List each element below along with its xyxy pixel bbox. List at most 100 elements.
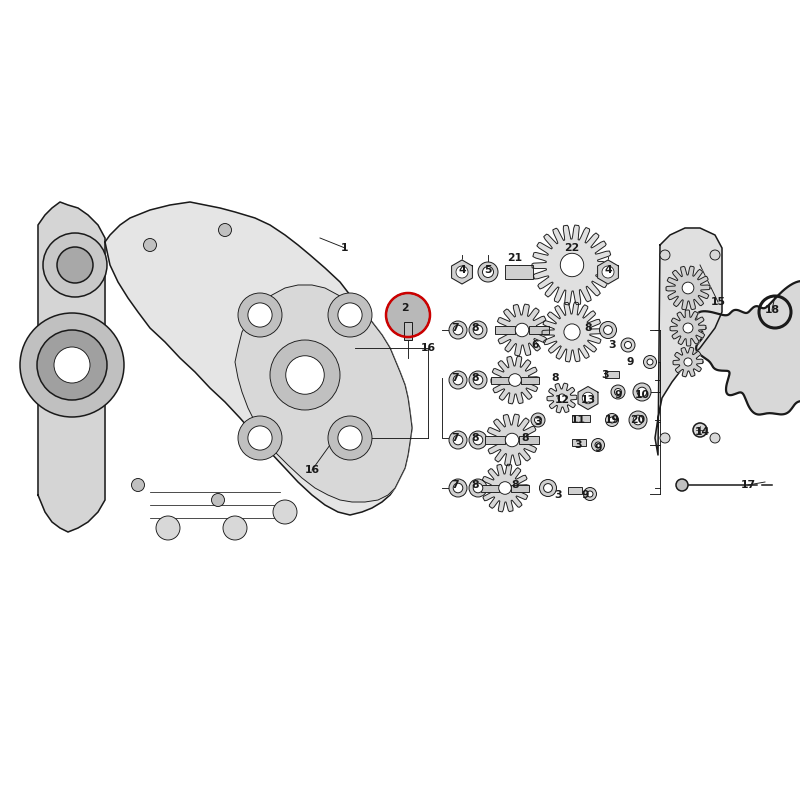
Text: 15: 15 — [710, 297, 726, 307]
Bar — [486, 436, 506, 444]
Circle shape — [611, 385, 625, 399]
Circle shape — [469, 371, 487, 389]
Text: 8: 8 — [471, 373, 478, 383]
Text: 21: 21 — [507, 253, 522, 263]
Circle shape — [218, 223, 231, 237]
Circle shape — [595, 442, 601, 448]
Text: 8: 8 — [471, 323, 478, 333]
Polygon shape — [486, 414, 538, 466]
Text: 1: 1 — [342, 243, 349, 253]
Circle shape — [509, 374, 522, 386]
Text: 16: 16 — [305, 465, 319, 475]
Circle shape — [478, 262, 498, 282]
Circle shape — [338, 303, 362, 327]
Polygon shape — [491, 356, 539, 404]
Circle shape — [143, 238, 157, 251]
Circle shape — [682, 282, 694, 294]
Circle shape — [609, 417, 615, 423]
Circle shape — [270, 340, 340, 410]
Text: 16: 16 — [421, 343, 435, 353]
Text: 8: 8 — [584, 323, 592, 333]
Circle shape — [474, 375, 483, 385]
Text: 7: 7 — [451, 480, 459, 490]
Text: 3: 3 — [608, 340, 616, 350]
Bar — [511, 485, 530, 491]
Text: 7: 7 — [451, 433, 459, 443]
Bar — [490, 377, 509, 383]
Circle shape — [238, 416, 282, 460]
Circle shape — [238, 293, 282, 337]
Text: 8: 8 — [471, 433, 478, 443]
Circle shape — [456, 266, 468, 278]
Circle shape — [328, 293, 372, 337]
Circle shape — [469, 431, 487, 449]
Circle shape — [643, 355, 657, 369]
Bar — [505, 265, 533, 279]
Circle shape — [602, 266, 614, 278]
Circle shape — [684, 358, 692, 366]
Circle shape — [338, 426, 362, 450]
Circle shape — [582, 392, 594, 404]
Text: 8: 8 — [471, 480, 478, 490]
Circle shape — [629, 411, 647, 429]
Circle shape — [131, 478, 145, 491]
Text: 5: 5 — [484, 265, 492, 275]
Circle shape — [710, 433, 720, 443]
Bar — [605, 371, 619, 378]
Text: 4: 4 — [458, 265, 466, 275]
Text: 9: 9 — [614, 390, 622, 400]
Circle shape — [453, 435, 462, 445]
Text: 3: 3 — [574, 440, 582, 450]
Circle shape — [469, 321, 487, 339]
Text: 9: 9 — [594, 443, 602, 453]
Circle shape — [587, 491, 593, 497]
Circle shape — [591, 438, 605, 451]
Text: 13: 13 — [581, 395, 595, 405]
Text: 17: 17 — [741, 480, 755, 490]
Circle shape — [583, 487, 597, 501]
Text: 14: 14 — [694, 427, 710, 437]
Text: 19: 19 — [605, 415, 619, 425]
Polygon shape — [532, 225, 612, 305]
Text: 11: 11 — [570, 415, 586, 425]
Text: 3: 3 — [534, 417, 542, 427]
Polygon shape — [235, 285, 412, 502]
Circle shape — [37, 330, 107, 400]
Circle shape — [453, 375, 462, 385]
Circle shape — [660, 433, 670, 443]
Bar — [529, 326, 549, 334]
Bar — [495, 326, 515, 334]
Circle shape — [647, 359, 653, 365]
Circle shape — [534, 417, 542, 423]
Text: 10: 10 — [634, 390, 650, 400]
Polygon shape — [542, 302, 602, 362]
Circle shape — [633, 383, 651, 401]
Circle shape — [676, 479, 688, 491]
Polygon shape — [496, 304, 548, 356]
Bar — [481, 485, 498, 491]
Polygon shape — [666, 266, 710, 310]
Text: 7: 7 — [451, 323, 459, 333]
Circle shape — [474, 483, 483, 493]
Polygon shape — [481, 464, 529, 512]
Polygon shape — [673, 347, 703, 377]
Circle shape — [560, 254, 584, 277]
Circle shape — [621, 338, 635, 352]
Circle shape — [386, 293, 430, 337]
Circle shape — [599, 322, 617, 338]
Polygon shape — [655, 228, 722, 455]
Circle shape — [634, 415, 643, 425]
Text: 22: 22 — [564, 243, 580, 253]
Circle shape — [710, 250, 720, 260]
Bar — [568, 487, 582, 494]
Circle shape — [449, 321, 467, 339]
Bar — [572, 415, 590, 422]
Polygon shape — [696, 281, 800, 414]
Circle shape — [474, 325, 483, 334]
Text: 4: 4 — [604, 265, 612, 275]
Text: 2: 2 — [401, 303, 409, 313]
Circle shape — [156, 516, 180, 540]
Circle shape — [20, 313, 124, 417]
Polygon shape — [547, 383, 577, 413]
Circle shape — [449, 371, 467, 389]
